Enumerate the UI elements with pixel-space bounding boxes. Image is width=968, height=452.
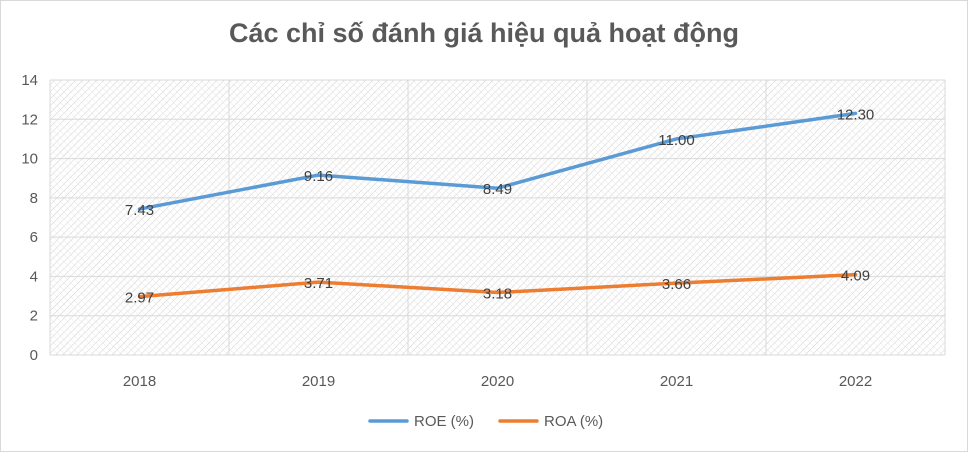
- data-label: 3.66: [662, 276, 691, 293]
- data-label: 8.49: [483, 181, 512, 198]
- data-labels: 7.43 9.16 8.49 11.00 12.30 2.97 3.71 3.18 3.66 4.…: [125, 106, 874, 306]
- y-tick-label: 6: [30, 229, 38, 246]
- data-label: 3.71: [304, 275, 333, 292]
- x-tick-label: 2019: [302, 373, 335, 390]
- series-line-roe: [137, 111, 858, 211]
- y-tick-label: 0: [30, 347, 38, 364]
- x-tick-label: 2020: [481, 373, 514, 390]
- data-label: 4.09: [841, 268, 870, 285]
- y-axis: 0 2 4 6 8 10 12 14: [21, 72, 38, 364]
- y-tick-label: 2: [30, 308, 38, 325]
- x-tick-label: 2018: [123, 373, 156, 390]
- y-tick-label: 8: [30, 190, 38, 207]
- data-label: 3.18: [483, 286, 512, 303]
- x-axis: 2018 2019 2020 2021 2022: [123, 373, 872, 390]
- legend-entry: ROA (%): [544, 413, 603, 430]
- legend-entry: ROE (%): [414, 413, 474, 430]
- data-label: 7.43: [125, 202, 154, 219]
- chart-title: Các chỉ số đánh giá hiệu quả hoạt động: [228, 18, 740, 48]
- data-label: 9.16: [304, 168, 333, 185]
- y-tick-label: 14: [21, 72, 38, 89]
- y-tick-label: 12: [21, 111, 38, 128]
- series-line-roa: [137, 272, 858, 299]
- data-label: 11.00: [658, 132, 694, 149]
- series-layer: [137, 111, 858, 299]
- x-tick-label: 2022: [839, 373, 872, 390]
- y-tick-label: 4: [30, 268, 38, 285]
- x-tick-label: 2021: [660, 373, 693, 390]
- data-label: 2.97: [125, 290, 154, 307]
- y-tick-label: 10: [21, 151, 38, 168]
- legend: ROE (%) ROA (%): [368, 413, 603, 430]
- data-label: 12.30: [837, 106, 875, 123]
